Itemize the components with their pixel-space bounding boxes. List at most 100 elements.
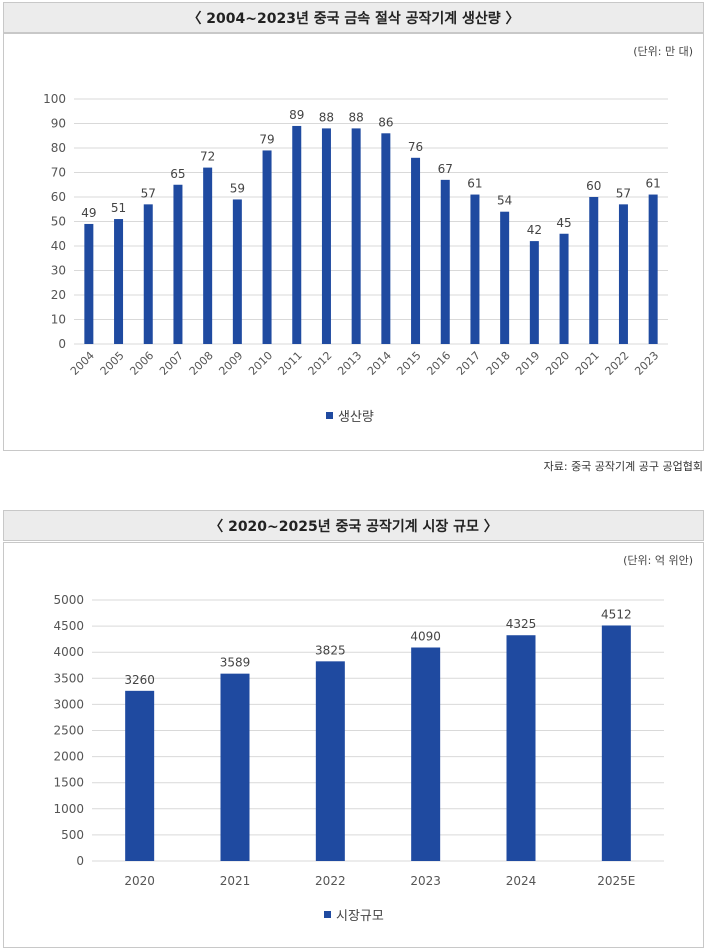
bar bbox=[618, 204, 628, 344]
y-tick-label: 500 bbox=[61, 828, 84, 842]
chart1-legend-label: 생산량 bbox=[338, 410, 374, 425]
x-tick-label: 2010 bbox=[246, 349, 275, 378]
x-tick-label: 2023 bbox=[410, 874, 441, 888]
bar bbox=[648, 194, 658, 344]
bar bbox=[315, 661, 345, 861]
bar bbox=[411, 157, 421, 344]
bar bbox=[381, 133, 391, 344]
chart2-unit-label: (단위: 억 위안) bbox=[623, 554, 693, 567]
chart2-legend-label: 시장규모 bbox=[336, 909, 384, 924]
data-label: 61 bbox=[646, 177, 661, 191]
chart2-legend-swatch bbox=[324, 911, 331, 918]
data-label: 67 bbox=[438, 162, 453, 176]
data-label: 4090 bbox=[410, 630, 441, 644]
data-label: 3825 bbox=[315, 643, 346, 657]
x-tick-label: 2024 bbox=[506, 874, 537, 888]
bar bbox=[470, 194, 480, 344]
y-tick-label: 4500 bbox=[53, 619, 84, 633]
bar bbox=[84, 223, 94, 344]
x-tick-label: 2018 bbox=[484, 349, 513, 378]
y-tick-label: 3000 bbox=[53, 697, 84, 711]
x-tick-label: 2013 bbox=[335, 349, 364, 378]
y-tick-label: 20 bbox=[51, 288, 66, 302]
bar bbox=[589, 197, 599, 344]
chart2-title: 〈 2020~2025년 중국 공작기계 시장 규모 〉 bbox=[3, 510, 704, 541]
y-tick-label: 3500 bbox=[53, 671, 84, 685]
x-tick-label: 2025E bbox=[597, 874, 635, 888]
x-tick-label: 2004 bbox=[68, 349, 97, 378]
x-tick-label: 2016 bbox=[424, 349, 453, 378]
bar bbox=[203, 167, 213, 344]
chart1-title: 〈 2004~2023년 중국 금속 절삭 공작기계 생산량 〉 bbox=[3, 2, 704, 33]
y-tick-label: 5000 bbox=[53, 593, 84, 607]
x-tick-label: 2007 bbox=[157, 349, 186, 378]
data-label: 57 bbox=[141, 186, 156, 200]
data-label: 4325 bbox=[506, 617, 537, 631]
x-tick-label: 2009 bbox=[216, 349, 245, 378]
x-tick-label: 2006 bbox=[127, 349, 156, 378]
data-label: 4512 bbox=[601, 607, 632, 621]
data-label: 57 bbox=[616, 186, 631, 200]
bar bbox=[500, 211, 510, 344]
x-tick-label: 2021 bbox=[573, 349, 602, 378]
y-tick-label: 100 bbox=[43, 92, 66, 106]
data-label: 59 bbox=[230, 181, 245, 195]
y-tick-label: 0 bbox=[58, 337, 66, 351]
bar bbox=[114, 219, 124, 344]
data-label: 79 bbox=[259, 132, 274, 146]
data-label: 3589 bbox=[220, 656, 251, 670]
data-label: 3260 bbox=[124, 673, 155, 687]
data-label: 86 bbox=[378, 115, 393, 129]
y-tick-label: 10 bbox=[51, 313, 66, 327]
data-label: 61 bbox=[467, 177, 482, 191]
y-tick-label: 50 bbox=[51, 215, 66, 229]
chart1-legend-swatch bbox=[326, 412, 333, 419]
y-tick-label: 40 bbox=[51, 239, 66, 253]
chart1-unit-label: (단위: 만 대) bbox=[633, 45, 693, 58]
y-tick-label: 0 bbox=[76, 854, 84, 868]
x-tick-label: 2020 bbox=[124, 874, 155, 888]
x-tick-label: 2014 bbox=[365, 349, 394, 378]
y-tick-label: 80 bbox=[51, 141, 66, 155]
chart1-source: 자료: 중국 공작기계 공구 공업협회 bbox=[543, 460, 703, 473]
data-label: 45 bbox=[556, 216, 571, 230]
bar bbox=[125, 690, 155, 861]
bar bbox=[601, 625, 631, 861]
data-label: 72 bbox=[200, 150, 215, 164]
chart2-plot: 0 500 1000 1500 2000 2500 3000 3500 4000 4500 5000… bbox=[53, 593, 664, 888]
x-tick-label: 2022 bbox=[603, 349, 632, 378]
x-tick-label: 2015 bbox=[395, 349, 424, 378]
y-tick-label: 2500 bbox=[53, 724, 84, 738]
bar bbox=[143, 204, 153, 344]
data-label: 60 bbox=[586, 179, 601, 193]
x-tick-label: 2021 bbox=[220, 874, 251, 888]
x-tick-label: 2020 bbox=[543, 349, 572, 378]
bar bbox=[220, 673, 250, 861]
bar bbox=[506, 635, 536, 861]
x-tick-label: 2005 bbox=[98, 349, 127, 378]
data-label: 42 bbox=[527, 223, 542, 237]
chart1-plot: 0 10 20 30 40 50 60 70 80 90 100 49 2004 51 2005 57 2006… bbox=[43, 92, 668, 378]
bar bbox=[173, 184, 183, 344]
y-tick-label: 1500 bbox=[53, 776, 84, 790]
data-label: 76 bbox=[408, 140, 423, 154]
bar bbox=[262, 150, 272, 344]
x-tick-label: 2022 bbox=[315, 874, 346, 888]
x-tick-label: 2017 bbox=[454, 349, 483, 378]
chart2-legend: 시장규모 bbox=[324, 905, 384, 924]
bar bbox=[351, 128, 361, 344]
bar bbox=[529, 241, 539, 344]
y-tick-label: 90 bbox=[51, 117, 66, 131]
y-tick-label: 30 bbox=[51, 264, 66, 278]
data-label: 54 bbox=[497, 194, 512, 208]
data-label: 51 bbox=[111, 201, 126, 215]
x-tick-label: 2023 bbox=[632, 349, 661, 378]
data-label: 89 bbox=[289, 108, 304, 122]
y-tick-label: 2000 bbox=[53, 750, 84, 764]
data-label: 49 bbox=[81, 206, 96, 220]
y-tick-label: 60 bbox=[51, 190, 66, 204]
x-tick-label: 2012 bbox=[306, 349, 335, 378]
bar bbox=[559, 233, 569, 344]
x-tick-label: 2011 bbox=[276, 349, 305, 378]
bar bbox=[292, 125, 302, 344]
